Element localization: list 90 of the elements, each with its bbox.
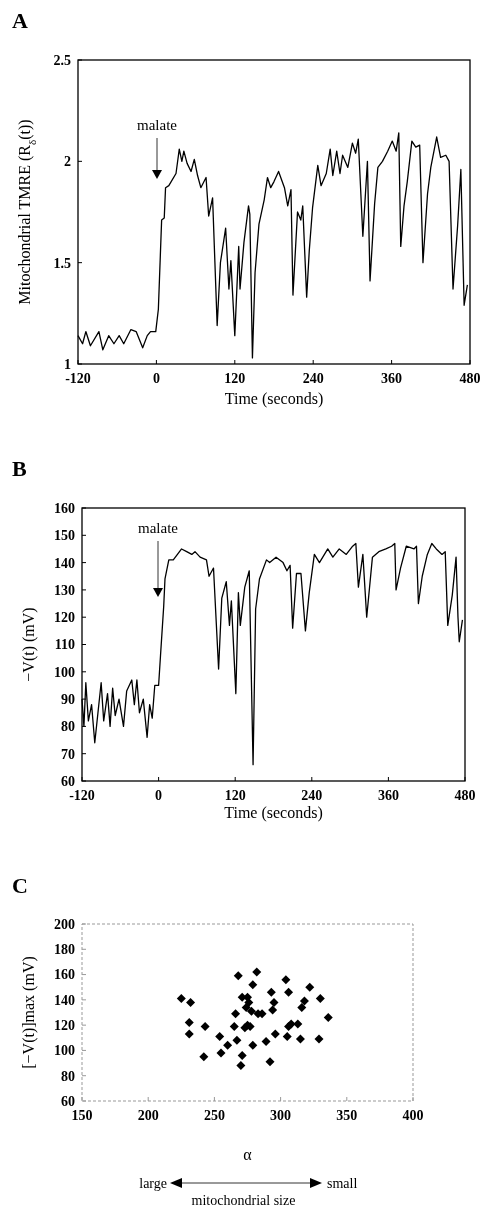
annotation: malate (137, 117, 178, 133)
y-tick-label: 130 (54, 582, 75, 598)
point (176, 994, 186, 1004)
y-axis-title: [−V(t)]max (mV) (20, 956, 38, 1069)
x-tick-label: 200 (137, 1108, 159, 1123)
point (184, 1018, 194, 1028)
x-axis-title: Time (seconds) (224, 804, 323, 822)
point (305, 982, 315, 992)
text: small (327, 1176, 358, 1191)
point (231, 1009, 241, 1019)
point (269, 997, 279, 1007)
y-tick-label: 120 (54, 1018, 75, 1034)
point (293, 1019, 303, 1029)
y-tick-label: 140 (54, 992, 75, 1008)
y-tick-label: 2.5 (53, 52, 71, 68)
point (186, 997, 196, 1007)
point (229, 1021, 239, 1031)
y-tick-label: 150 (54, 528, 75, 544)
x-axis-title: Time (seconds) (224, 390, 324, 408)
y-tick-label: 80 (61, 1068, 75, 1084)
x-tick-label: 240 (302, 371, 324, 386)
point (200, 1021, 210, 1031)
x-tick-label: 240 (301, 788, 323, 803)
point (184, 1029, 194, 1039)
y-tick-label: 80 (61, 719, 75, 735)
point (241, 1002, 251, 1012)
y-tick-label: 90 (61, 692, 75, 707)
y-tick-label: 100 (54, 664, 75, 680)
point (314, 1034, 324, 1044)
point (232, 1035, 242, 1045)
point (199, 1052, 209, 1062)
x-tick-label: -120 (65, 371, 91, 386)
point (282, 1032, 292, 1042)
y-tick-label: 60 (61, 1093, 75, 1109)
point (299, 996, 309, 1006)
y-tick-label: 1 (64, 356, 71, 372)
y-tick-label: 160 (54, 967, 75, 983)
point (323, 1013, 333, 1023)
text: large (139, 1176, 167, 1191)
chart-title: C (12, 873, 28, 898)
point (268, 1005, 278, 1015)
point (233, 971, 243, 981)
x-tick-label: 480 (459, 371, 481, 386)
y-tick-label: 180 (54, 942, 75, 958)
y-tick-label: 120 (54, 610, 75, 626)
point (252, 967, 262, 977)
point (266, 987, 276, 997)
point (265, 1057, 275, 1067)
y-tick-label: 60 (61, 773, 75, 789)
point (315, 994, 325, 1004)
y-axis-title: −V(t) (mV) (20, 607, 38, 682)
text: mitochondrial size (191, 1193, 296, 1208)
point (216, 1048, 226, 1058)
x-tick-label: 350 (336, 1108, 358, 1123)
x-tick-label: 250 (203, 1108, 225, 1123)
x-tick-label: -120 (69, 788, 95, 803)
x-tick-label: 0 (152, 371, 160, 386)
y-tick-label: 100 (54, 1043, 75, 1059)
point (237, 1050, 247, 1060)
x-tick-label: 120 (224, 788, 246, 803)
chart-title: A (12, 8, 28, 33)
x-tick-label: 400 (402, 1108, 424, 1123)
x-tick-label: 480 (454, 788, 476, 803)
point (248, 1040, 258, 1050)
x-tick-label: 120 (224, 371, 246, 386)
point (270, 1029, 280, 1039)
y-tick-label: 2 (64, 154, 71, 170)
x-tick-label: 0 (155, 788, 163, 803)
annotation: malate (138, 520, 179, 536)
point (248, 980, 258, 990)
point (215, 1032, 225, 1042)
x-axis-title: α (243, 1146, 253, 1163)
point (281, 975, 291, 985)
x-tick-label: 360 (377, 788, 399, 803)
point (284, 987, 294, 997)
y-tick-label: 110 (54, 637, 75, 653)
point (261, 1037, 271, 1047)
x-tick-label: 360 (381, 371, 403, 386)
y-tick-label: 1.5 (53, 255, 71, 271)
y-tick-label: 160 (54, 500, 75, 516)
point (297, 1002, 307, 1012)
point (223, 1040, 233, 1050)
x-tick-label: 300 (270, 1108, 292, 1123)
y-tick-label: 140 (54, 555, 75, 571)
y-tick-label: 70 (61, 746, 75, 762)
point (236, 1061, 246, 1071)
chart-title: B (12, 456, 27, 481)
point (246, 1006, 256, 1016)
point (295, 1034, 305, 1044)
y-tick-label: 200 (54, 916, 75, 932)
